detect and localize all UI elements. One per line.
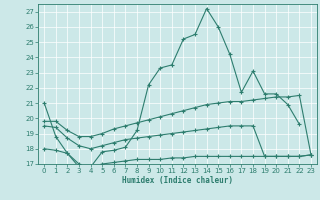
X-axis label: Humidex (Indice chaleur): Humidex (Indice chaleur) — [122, 176, 233, 185]
